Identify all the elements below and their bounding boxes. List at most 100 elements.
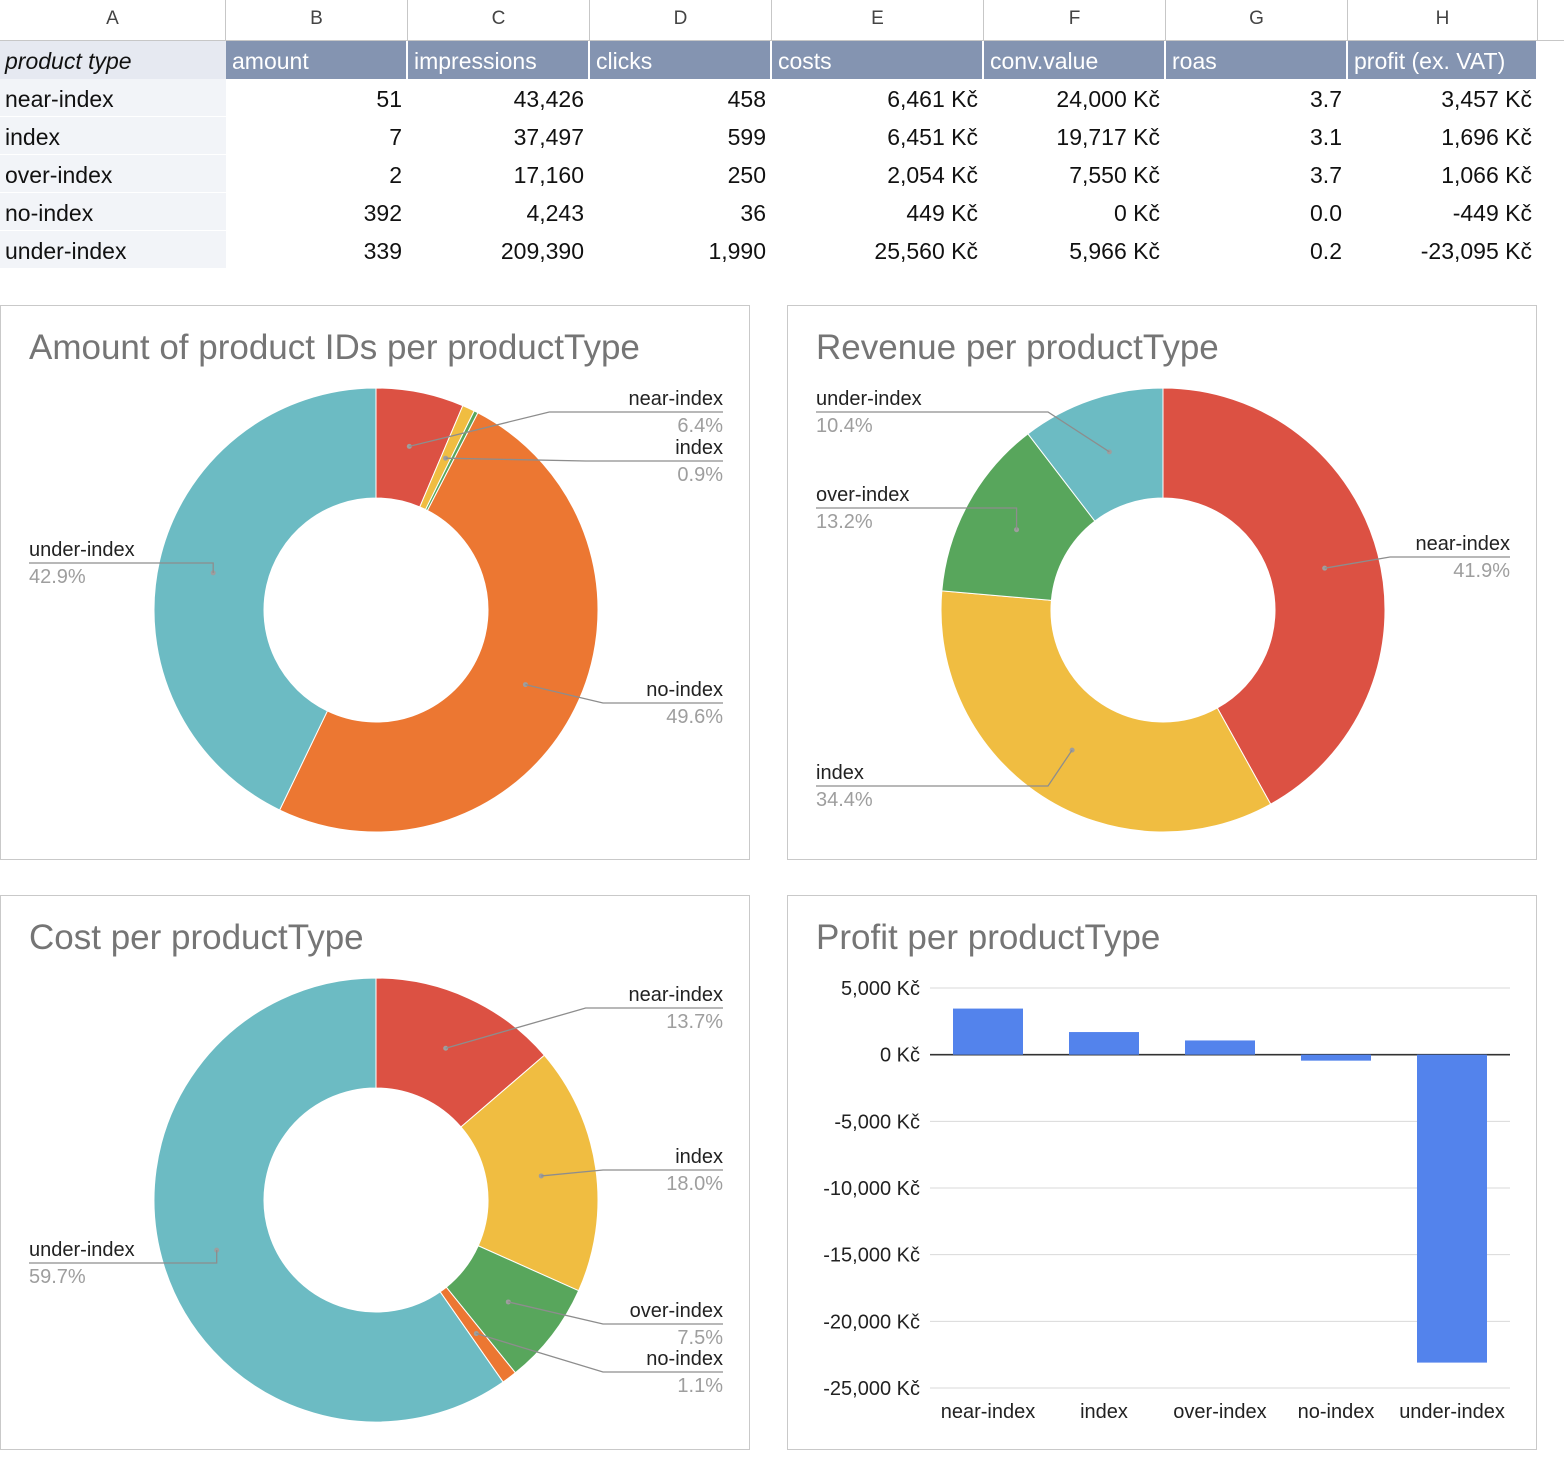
y-tick-label: -5,000 Kč: [834, 1111, 920, 1133]
slice-label-no-index: no-index 1.1%: [473, 1331, 723, 1397]
table-row-label[interactable]: index: [0, 117, 226, 155]
slice-percent-label: 13.7%: [666, 1011, 723, 1033]
table-cell[interactable]: 24,000 Kč: [1056, 86, 1160, 112]
table-header-cell[interactable]: product type: [0, 41, 226, 79]
chart-profit-panel[interactable]: Profit per productType 5,000 Kč 0 Kč -5,00…: [787, 895, 1537, 1450]
table-cell[interactable]: 458: [727, 86, 766, 112]
table-cell[interactable]: 3.7: [1310, 162, 1342, 188]
table-header-cell[interactable]: roas: [1166, 41, 1348, 79]
leader-line: [1324, 556, 1510, 569]
column-letter-h[interactable]: H: [1348, 0, 1538, 40]
table-cell[interactable]: 449 Kč: [906, 200, 978, 226]
leader-dot: [1014, 527, 1020, 533]
table-cell[interactable]: 0.2: [1310, 238, 1342, 264]
slice-near-index[interactable]: [375, 977, 546, 1128]
slice-category-label: under-index: [29, 539, 135, 561]
bar-index[interactable]: [1069, 1032, 1139, 1055]
table-cell[interactable]: 3.7: [1310, 86, 1342, 112]
table-cell[interactable]: 51: [376, 86, 402, 112]
leader-line: [409, 411, 723, 447]
slice-category-label: no-index: [646, 679, 723, 701]
table-cell[interactable]: 1,990: [708, 238, 766, 264]
x-tick-label: over-index: [1173, 1401, 1266, 1423]
table-cell[interactable]: 599: [727, 124, 766, 150]
y-tick-label: -20,000 Kč: [823, 1311, 920, 1333]
x-tick-label: under-index: [1399, 1401, 1505, 1423]
leader-line: [816, 749, 1073, 787]
slice-label-index: index 0.9%: [443, 437, 723, 486]
table-cell[interactable]: 1,696 Kč: [1441, 124, 1532, 150]
table-row-label[interactable]: over-index: [0, 155, 226, 193]
bar-over-index[interactable]: [1185, 1040, 1255, 1055]
table-cell[interactable]: 37,497: [513, 124, 584, 150]
table-row-label[interactable]: no-index: [0, 193, 226, 231]
table-cell[interactable]: 2,054 Kč: [887, 162, 978, 188]
table-row-label[interactable]: under-index: [0, 231, 226, 269]
slice-under-index[interactable]: [153, 977, 504, 1423]
table-cell[interactable]: -23,095 Kč: [1420, 238, 1532, 264]
chart-title: Revenue per productType: [816, 328, 1219, 367]
table-cell[interactable]: 19,717 Kč: [1056, 124, 1160, 150]
table-cell[interactable]: 2: [389, 162, 402, 188]
table-header-cell[interactable]: impressions: [408, 41, 590, 79]
bar-chart-profit: 5,000 Kč 0 Kč -5,000 Kč -10,000 Kč -15,000 K…: [823, 978, 1510, 1423]
table-cell[interactable]: 7: [389, 124, 402, 150]
column-letter-d[interactable]: D: [590, 0, 772, 40]
table-row-label[interactable]: near-index: [0, 79, 226, 117]
table-cell[interactable]: 5,966 Kč: [1069, 238, 1160, 264]
column-letter-c[interactable]: C: [408, 0, 590, 40]
slice-index[interactable]: [460, 1054, 599, 1292]
table-cell[interactable]: 7,550 Kč: [1069, 162, 1160, 188]
slice-percent-label: 13.2%: [816, 511, 873, 533]
chart-amount-panel[interactable]: Amount of product IDs per productType ne…: [0, 305, 750, 860]
chart-title: Amount of product IDs per productType: [29, 328, 640, 367]
bar-under-index[interactable]: [1417, 1054, 1487, 1363]
table-cell[interactable]: 6,451 Kč: [887, 124, 978, 150]
column-letter-b[interactable]: B: [226, 0, 408, 40]
table-cell[interactable]: 17,160: [513, 162, 584, 188]
slice-percent-label: 1.1%: [677, 1375, 723, 1397]
column-letter-e[interactable]: E: [772, 0, 984, 40]
table-cell[interactable]: 0.0: [1310, 200, 1342, 226]
leader-line: [816, 507, 1018, 530]
slice-index[interactable]: [940, 590, 1272, 833]
slice-label-under-index: under-index 42.9%: [29, 539, 216, 588]
chart-title: Cost per productType: [29, 918, 364, 957]
table-cell[interactable]: 209,390: [500, 238, 584, 264]
table-header-cell[interactable]: costs: [772, 41, 984, 79]
slice-category-label: over-index: [816, 484, 909, 506]
table-header-cell[interactable]: amount: [226, 41, 408, 79]
bar-no-index[interactable]: [1301, 1054, 1371, 1061]
table-cell[interactable]: 36: [740, 200, 766, 226]
table-cell[interactable]: -449 Kč: [1452, 200, 1532, 226]
table-cell[interactable]: 0 Kč: [1113, 200, 1160, 226]
column-letter-g[interactable]: G: [1166, 0, 1348, 40]
table-cell[interactable]: 339: [363, 238, 402, 264]
slice-percent-label: 34.4%: [816, 789, 873, 811]
table-cell[interactable]: 6,461 Kč: [887, 86, 978, 112]
table-cell[interactable]: 3.1: [1310, 124, 1342, 150]
chart-cost-panel[interactable]: Cost per productType near-index 13.7% inde…: [0, 895, 750, 1450]
bar-near-index[interactable]: [953, 1008, 1023, 1055]
table-cell[interactable]: 250: [727, 162, 766, 188]
slice-percent-label: 59.7%: [29, 1266, 86, 1288]
slice-category-label: under-index: [816, 388, 922, 410]
column-letter-a[interactable]: A: [0, 0, 226, 40]
table-cell[interactable]: 4,243: [526, 200, 584, 226]
leader-line: [816, 411, 1110, 453]
table-header-cell[interactable]: conv.value: [984, 41, 1166, 79]
chart-revenue-panel[interactable]: Revenue per productType near-index 41.9% i…: [787, 305, 1537, 860]
slice-near-index[interactable]: [1162, 387, 1386, 805]
table-cell[interactable]: 43,426: [513, 86, 584, 112]
slice-no-index[interactable]: [279, 412, 599, 833]
table-header-cell[interactable]: profit (ex. VAT): [1348, 41, 1538, 79]
column-letter-f[interactable]: F: [984, 0, 1166, 40]
table-cell[interactable]: 1,066 Kč: [1441, 162, 1532, 188]
table-header-cell[interactable]: clicks: [590, 41, 772, 79]
slice-under-index[interactable]: [153, 387, 377, 811]
table-cell[interactable]: 3,457 Kč: [1441, 86, 1532, 112]
table-cell[interactable]: 25,560 Kč: [874, 238, 978, 264]
y-tick-label: -15,000 Kč: [823, 1245, 920, 1267]
slice-category-label: index: [816, 762, 864, 784]
table-cell[interactable]: 392: [363, 200, 402, 226]
